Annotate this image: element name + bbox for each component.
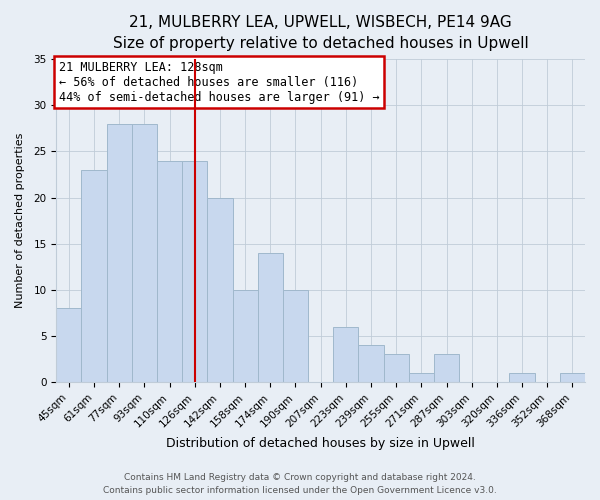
Bar <box>258 253 283 382</box>
Bar <box>208 198 233 382</box>
Bar <box>509 373 535 382</box>
Bar <box>383 354 409 382</box>
Bar <box>283 290 308 382</box>
Bar <box>358 345 383 382</box>
Text: Contains HM Land Registry data © Crown copyright and database right 2024.
Contai: Contains HM Land Registry data © Crown c… <box>103 474 497 495</box>
X-axis label: Distribution of detached houses by size in Upwell: Distribution of detached houses by size … <box>166 437 475 450</box>
Bar <box>157 160 182 382</box>
Bar <box>82 170 107 382</box>
Bar <box>107 124 132 382</box>
Bar <box>182 160 208 382</box>
Y-axis label: Number of detached properties: Number of detached properties <box>15 133 25 308</box>
Bar <box>409 373 434 382</box>
Bar <box>56 308 82 382</box>
Bar <box>233 290 258 382</box>
Text: 21 MULBERRY LEA: 128sqm
← 56% of detached houses are smaller (116)
44% of semi-d: 21 MULBERRY LEA: 128sqm ← 56% of detache… <box>59 60 380 104</box>
Bar <box>560 373 585 382</box>
Bar <box>434 354 459 382</box>
Title: 21, MULBERRY LEA, UPWELL, WISBECH, PE14 9AG
Size of property relative to detache: 21, MULBERRY LEA, UPWELL, WISBECH, PE14 … <box>113 15 529 51</box>
Bar <box>333 326 358 382</box>
Bar <box>132 124 157 382</box>
